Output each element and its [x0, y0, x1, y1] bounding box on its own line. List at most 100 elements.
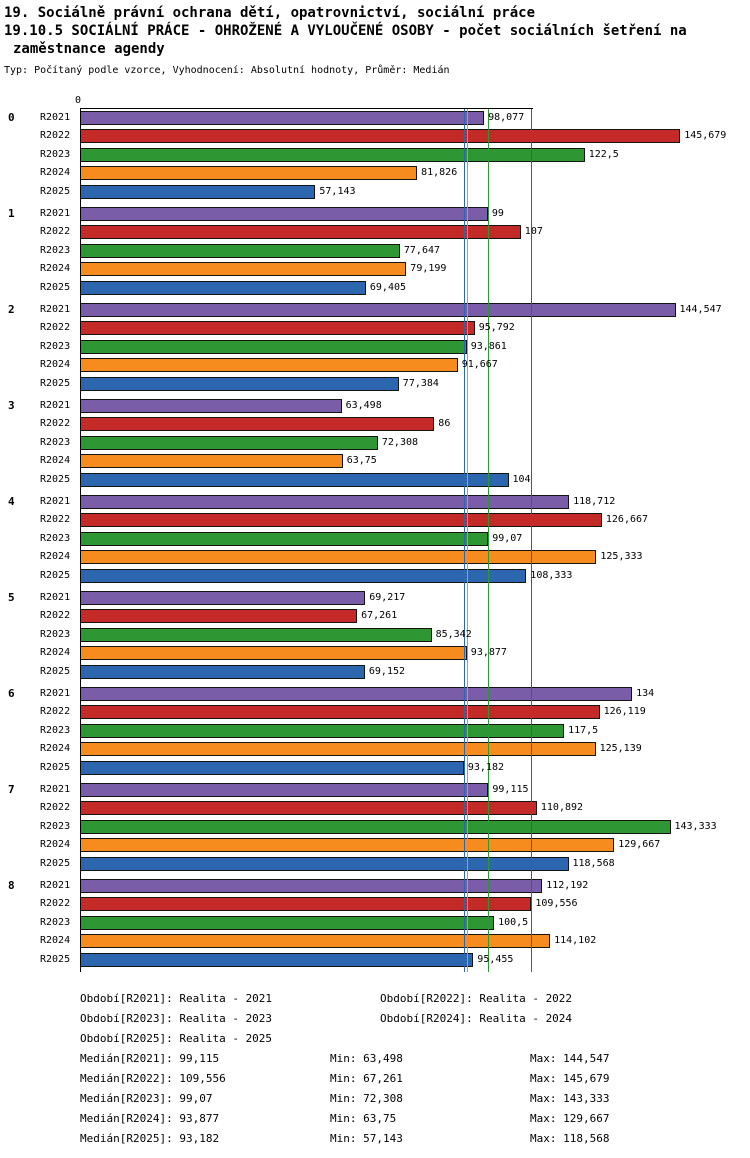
series-label-r2024: R2024 [40, 839, 71, 851]
series-label-r2025: R2025 [40, 953, 71, 965]
legend-item: Období[R2021]: Realita - 2021 [80, 992, 273, 1005]
legend-item: Období[R2025]: Realita - 2025 [80, 1032, 273, 1045]
bar-value-label: 112,192 [546, 880, 589, 891]
bar-r2025 [80, 280, 366, 295]
series-label-r2023: R2023 [40, 244, 71, 256]
bar-value-label: 117,5 [568, 724, 599, 736]
bar-r2023 [80, 339, 467, 354]
bar-r2021 [80, 207, 488, 221]
series-label-r2021: R2021 [40, 112, 71, 123]
bar-r2024 [80, 838, 615, 853]
bar-r2021 [80, 399, 342, 413]
report-title-line1: 19. Sociálně právní ochrana dětí, opatro… [4, 5, 536, 21]
bar-r2021 [80, 879, 543, 893]
bar-value-label: 86 [438, 418, 451, 430]
bar-value-label: 125,139 [599, 743, 642, 755]
median-line-r2024 [466, 108, 468, 972]
bar-value-label: 93,877 [470, 647, 507, 659]
bar-value-label: 118,712 [573, 496, 616, 507]
report-title-line3: zaměstnance agendy [13, 41, 165, 57]
bar-value-label: 125,333 [600, 551, 643, 563]
category-label: 3 [8, 399, 15, 412]
bar-r2024 [80, 646, 467, 661]
series-label-r2025: R2025 [40, 377, 71, 389]
series-label-r2021: R2021 [40, 304, 71, 315]
bar-r2025 [80, 664, 365, 679]
bar-r2022 [80, 513, 602, 528]
bar-r2024 [80, 358, 458, 373]
report-title-line2: 19.10.5 SOCIÁLNÍ PRÁCE - OHROŽENÉ A VYLO… [4, 23, 687, 39]
series-label-r2025: R2025 [40, 473, 71, 485]
series-label-r2024: R2024 [40, 359, 71, 371]
category-label: 8 [8, 879, 15, 892]
bar-value-label: 69,405 [369, 281, 407, 293]
stat-min: Min: 57,143 [330, 1132, 403, 1145]
bar-r2024 [80, 262, 407, 277]
series-label-r2022: R2022 [40, 610, 71, 622]
bar-r2024 [80, 166, 418, 181]
category-label: 0 [8, 111, 15, 124]
bar-value-label: 69,217 [369, 592, 406, 603]
bar-r2025 [80, 952, 474, 967]
bar-value-label: 98,077 [488, 112, 525, 123]
bar-r2021 [80, 591, 366, 605]
bar-r2023 [80, 147, 585, 162]
bar-r2024 [80, 550, 597, 565]
bar-r2025 [80, 856, 569, 871]
bar-value-label: 63,75 [346, 455, 377, 467]
bar-value-label: 134 [636, 688, 655, 699]
bar-value-label: 91,667 [461, 359, 498, 371]
bar-r2022 [80, 225, 521, 240]
series-label-r2023: R2023 [40, 340, 71, 352]
bar-value-label: 110,892 [540, 802, 584, 814]
bar-value-label: 129,667 [618, 839, 661, 851]
category-label: 6 [8, 687, 15, 700]
series-label-r2022: R2022 [40, 226, 71, 238]
bar-r2021 [80, 783, 489, 797]
stat-median: Medián[R2024]: 93,877 [80, 1112, 220, 1125]
series-label-r2021: R2021 [40, 592, 71, 603]
stat-median: Medián[R2021]: 99,115 [80, 1052, 220, 1065]
bar-r2025 [80, 760, 464, 775]
series-label-r2021: R2021 [40, 784, 71, 795]
stat-median: Medián[R2022]: 109,556 [80, 1072, 226, 1085]
series-label-r2023: R2023 [40, 436, 71, 448]
bar-r2024 [80, 454, 343, 469]
bar-r2021 [80, 495, 570, 509]
stat-min: Min: 72,308 [330, 1092, 403, 1105]
category-label: 7 [8, 783, 15, 796]
series-label-r2025: R2025 [40, 665, 71, 677]
bar-r2022 [80, 321, 475, 336]
bar-value-label: 126,667 [605, 514, 649, 526]
category-label: 4 [8, 495, 15, 508]
bar-value-label: 108,333 [530, 569, 573, 581]
bar-value-label: 144,547 [679, 304, 722, 315]
bar-r2025 [80, 472, 509, 487]
stat-min: Min: 67,261 [330, 1072, 403, 1085]
series-label-r2022: R2022 [40, 514, 71, 526]
bar-value-label: 126,119 [603, 706, 646, 718]
bar-r2024 [80, 934, 551, 949]
bar-r2025 [80, 376, 399, 391]
bar-value-label: 99 [491, 208, 504, 219]
bar-value-label: 69,152 [368, 665, 406, 677]
bar-value-label: 72,308 [381, 436, 419, 448]
bar-r2023 [80, 435, 378, 450]
bar-value-label: 143,333 [674, 820, 717, 832]
bar-value-label: 122,5 [588, 148, 619, 160]
bar-value-label: 109,556 [535, 898, 578, 910]
stat-max: Max: 145,679 [530, 1072, 610, 1085]
bar-value-label: 85,342 [435, 628, 472, 640]
bar-value-label: 93,861 [470, 340, 507, 352]
series-label-r2021: R2021 [40, 400, 71, 411]
legend-item: Období[R2023]: Realita - 2023 [80, 1012, 273, 1025]
series-label-r2025: R2025 [40, 569, 71, 581]
bar-value-label: 81,826 [421, 167, 458, 179]
bar-value-label: 77,647 [403, 244, 441, 256]
stat-min: Min: 63,498 [330, 1052, 403, 1065]
bar-r2023 [80, 627, 432, 642]
series-label-r2025: R2025 [40, 761, 71, 773]
series-label-r2021: R2021 [40, 880, 71, 891]
series-label-r2024: R2024 [40, 935, 71, 947]
